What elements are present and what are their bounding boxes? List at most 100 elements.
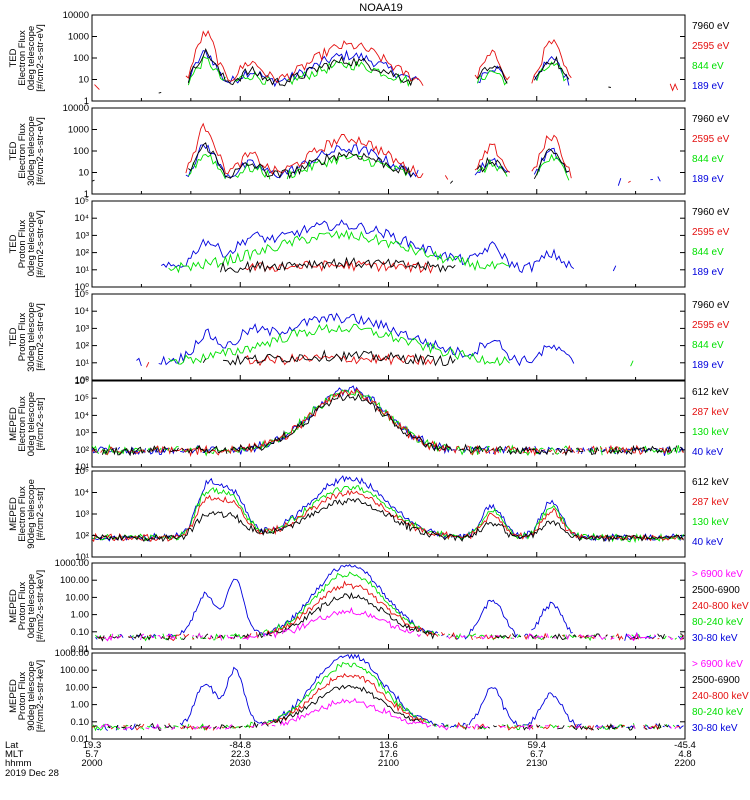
legend-item: 40 keV [692,447,723,458]
y-tick-label: 0.10 [71,627,90,638]
y-tick-label: 10⁵ [74,289,89,300]
panel-frame [91,200,686,288]
y-tick-label: 100.00 [60,575,89,586]
legend-item: 2595 eV [692,41,730,52]
series-130-kev [92,485,684,544]
y-tick-label: 10³ [75,323,89,334]
y-axis-label: TED [8,327,19,346]
series-group [161,220,682,272]
y-axis-label: Proton Flux [17,312,28,361]
y-tick-label: 10 [78,168,89,179]
series-group [95,31,683,93]
legend-item: 40 keV [692,537,723,548]
legend-item: 30-80 keV [692,633,738,644]
y-axis-label: TED [8,48,19,67]
y-axis-label: MEPED [8,589,19,623]
legend-item: 287 keV [692,497,729,508]
y-tick-label: 10² [75,248,89,259]
legend-item: 287 keV [692,407,729,418]
series-612-kev [92,392,684,457]
legend-item: 7960 eV [692,21,730,32]
series-group [92,653,684,732]
series-80-240-kev [92,663,682,731]
y-axis-label: [#/cm2-s-str-eV] [35,210,46,278]
y-tick-label: 10² [75,445,89,456]
y-tick-label: 10³ [75,509,89,520]
legend-item: 240-800 keV [692,691,749,702]
footer-tick-value: 6.7 [530,749,543,760]
legend-item: 844 eV [692,247,724,258]
y-tick-label: 1000 [68,125,89,136]
series-287-kev [92,489,684,543]
series-130-kev [92,390,684,455]
series-844-ev [188,154,625,180]
footer-tick-value: 2000 [81,758,102,769]
y-tick-label: 1000.00 [55,648,89,659]
y-axis-label: Electron Flux [17,486,28,542]
y-axis-label: 90deg telescope [26,661,37,731]
y-tick-label: 10⁴ [74,306,89,317]
footer-row-label: hhmm [5,758,31,769]
legend-item: 844 eV [692,340,724,351]
series-612-kev [92,498,684,543]
series-7960-ev [221,258,681,272]
footer-tick-value: 5.7 [85,749,98,760]
y-tick-label: 10⁴ [74,213,89,224]
series-40-kev [92,475,684,542]
series-30-80-kev [95,564,684,641]
y-tick-label: 10⁵ [74,466,89,477]
y-tick-label: 0.10 [71,717,90,728]
series-group [92,385,684,458]
y-tick-label: 10⁴ [74,488,89,499]
y-axis-label: [#/cm2-s-str-keV] [35,570,46,642]
y-axis-label: [#/cm2-s-str-eV] [35,24,46,92]
footer-row-label: MLT [5,749,23,760]
y-tick-label: 10.00 [65,592,89,603]
y-tick-label: 10¹ [75,462,89,473]
series-group [137,314,683,368]
y-axis-label: 0deg telescope [26,212,37,276]
legend-item: 2595 eV [692,227,730,238]
footer-tick-value: 2030 [230,758,251,769]
series--6900-kev [101,699,682,730]
footer-tick-value: 4.8 [678,749,691,760]
y-tick-label: 1000.00 [55,558,89,569]
series-group [92,124,685,186]
legend-item: > 6900 keV [692,659,743,670]
y-axis-label: MEPED [8,679,19,713]
series-7960-ev [92,143,683,185]
legend-item: 189 eV [692,267,724,278]
y-tick-label: 10 [78,75,89,86]
footer-tick-value: 13.6 [379,740,398,751]
legend-item: 7960 eV [692,300,730,311]
series-7960-ev [159,49,651,93]
y-axis-label: Electron Flux [17,396,28,452]
y-tick-label: 0.01 [71,644,90,655]
y-tick-label: 10000 [63,10,89,21]
y-tick-label: 10² [75,341,89,352]
y-tick-label: 0.01 [71,734,90,745]
y-tick-label: 10¹ [75,265,89,276]
legend-item: > 6900 keV [692,569,743,580]
legend-item: 612 keV [692,387,729,398]
y-tick-label: 1.00 [71,610,90,621]
y-axis-label: MEPED [8,407,19,441]
y-tick-label: 10⁵ [74,196,89,207]
legend-item: 240-800 keV [692,601,749,612]
series-40-kev [92,385,684,456]
y-axis-label: 90deg telescope [26,479,37,549]
y-tick-label: 10⁵ [74,393,89,404]
y-axis-label: MEPED [8,497,19,531]
y-tick-label: 100 [73,53,89,64]
series-group [92,475,684,544]
series-30-80-kev [97,653,684,732]
footer-tick-value: -45.4 [674,740,696,751]
y-axis-label: Proton Flux [17,581,28,630]
legend-item: 80-240 keV [692,707,743,718]
y-axis-label: 30deg telescope [26,116,37,186]
series-group [95,564,684,642]
series-189-ev [161,220,675,272]
